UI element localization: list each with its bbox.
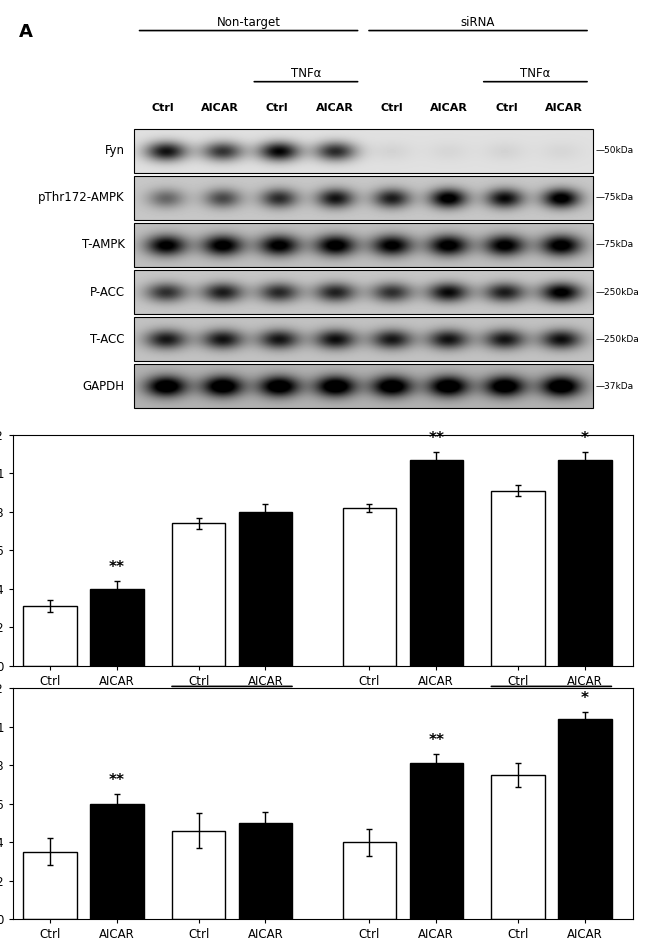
Text: —37kDa: —37kDa	[596, 382, 634, 390]
Text: **: **	[428, 734, 444, 748]
Bar	[172, 831, 225, 919]
Text: siRNA: siRNA	[459, 737, 495, 750]
Text: *: *	[581, 431, 589, 446]
Bar	[23, 852, 77, 919]
Text: TNFα: TNFα	[535, 702, 568, 715]
Bar	[239, 823, 292, 919]
Bar	[23, 606, 77, 666]
Bar	[342, 507, 396, 666]
Text: TNFα: TNFα	[216, 702, 248, 715]
Text: pThr172-AMPK: pThr172-AMPK	[38, 191, 125, 204]
Text: Non-target: Non-target	[124, 737, 191, 750]
Text: A: A	[19, 23, 33, 40]
Bar	[558, 460, 612, 666]
Text: **: **	[109, 774, 125, 789]
Bar	[134, 176, 593, 219]
Bar	[491, 491, 545, 666]
Text: Ctrl: Ctrl	[266, 103, 289, 113]
Text: AICAR: AICAR	[201, 103, 239, 113]
Text: —75kDa: —75kDa	[596, 193, 634, 203]
Bar	[491, 775, 545, 919]
Bar	[134, 317, 593, 361]
Text: *: *	[581, 690, 589, 705]
Bar	[342, 842, 396, 919]
Text: AICAR: AICAR	[430, 103, 468, 113]
Text: P-ACC: P-ACC	[89, 285, 125, 298]
Text: siRNA: siRNA	[461, 16, 495, 28]
Text: Ctrl: Ctrl	[495, 103, 518, 113]
Bar	[558, 719, 612, 919]
Text: **: **	[428, 431, 444, 446]
Text: AICAR: AICAR	[316, 103, 353, 113]
Text: Ctrl: Ctrl	[380, 103, 403, 113]
Text: GAPDH: GAPDH	[83, 380, 125, 393]
Bar	[239, 512, 292, 666]
Text: —75kDa: —75kDa	[596, 240, 634, 250]
Text: **: **	[109, 560, 125, 575]
Text: T-ACC: T-ACC	[90, 333, 125, 345]
Text: —250kDa: —250kDa	[596, 335, 640, 343]
Text: TNFα: TNFα	[520, 67, 550, 80]
Text: Non-target: Non-target	[216, 16, 280, 28]
Text: —50kDa: —50kDa	[596, 146, 634, 156]
Bar	[172, 523, 225, 666]
Bar	[410, 460, 463, 666]
Bar	[134, 270, 593, 314]
Text: TNFα: TNFα	[291, 67, 321, 80]
Text: Fyn: Fyn	[105, 144, 125, 158]
Bar	[134, 129, 593, 173]
Text: T-AMPK: T-AMPK	[81, 238, 125, 251]
Bar	[90, 804, 143, 919]
Text: Ctrl: Ctrl	[151, 103, 174, 113]
Text: —250kDa: —250kDa	[596, 288, 640, 296]
Bar	[410, 764, 463, 919]
Bar	[134, 223, 593, 267]
Bar	[90, 589, 143, 666]
Bar	[134, 364, 593, 408]
Text: AICAR: AICAR	[545, 103, 583, 113]
